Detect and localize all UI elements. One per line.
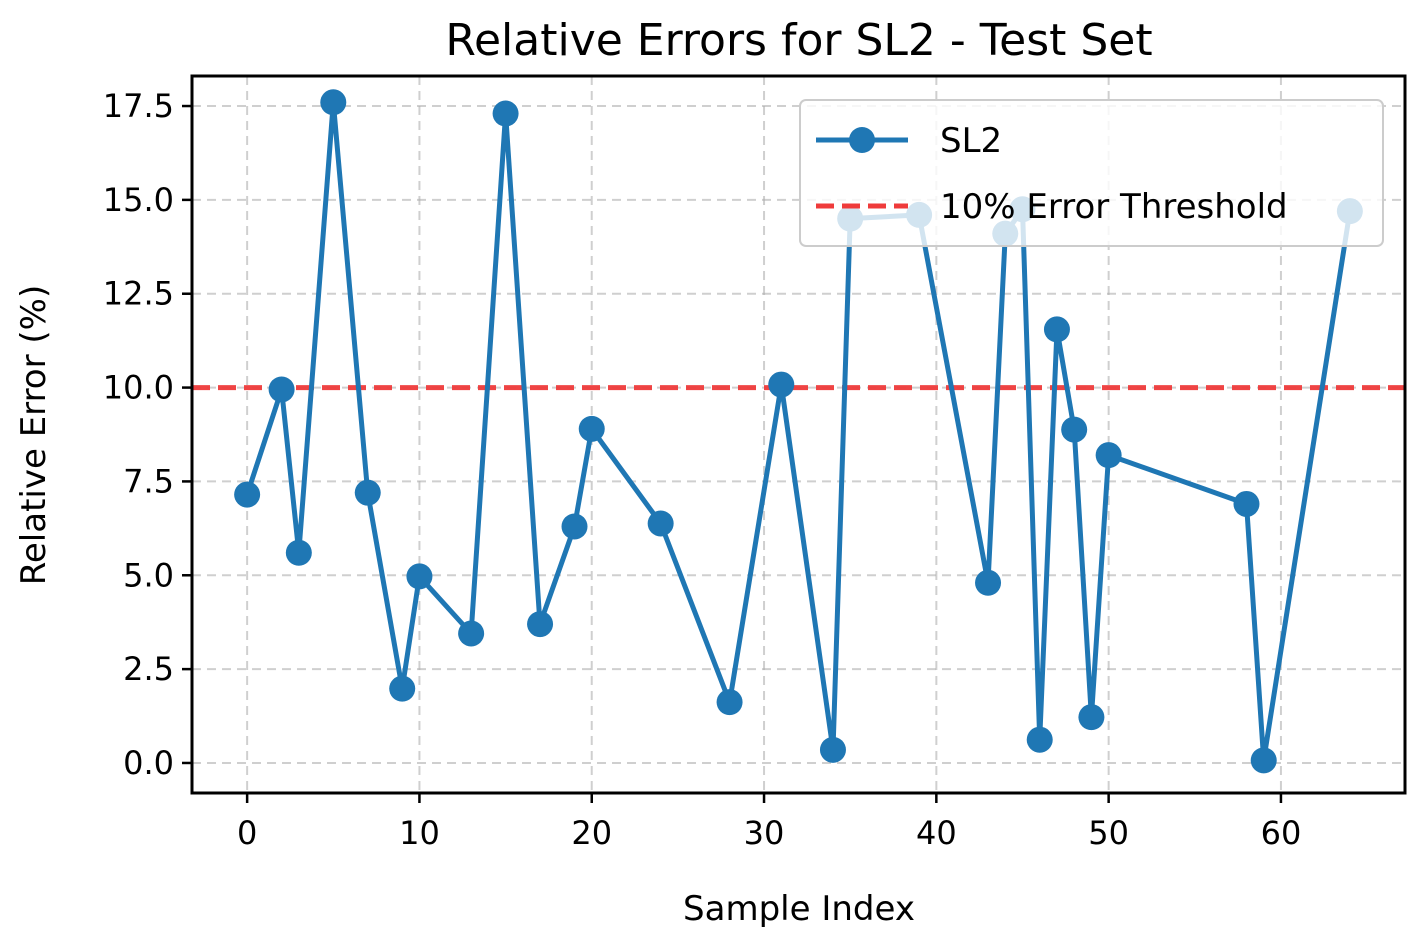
data-point [716, 689, 743, 716]
chart-title: Relative Errors for SL2 - Test Set [445, 15, 1152, 66]
data-point [458, 620, 485, 647]
legend-box [799, 99, 1384, 247]
data-point [234, 481, 261, 508]
plot-frame [190, 74, 1407, 795]
legend-series-marker [849, 127, 875, 153]
legend-threshold-label: 10% Error Threshold [940, 187, 1288, 227]
data-point [819, 736, 846, 763]
data-point [1095, 442, 1122, 469]
data-point [492, 100, 519, 127]
y-tick-label: 12.5 [103, 275, 174, 313]
data-point [1250, 747, 1277, 774]
data-point [768, 371, 795, 398]
y-tick-label: 17.5 [103, 87, 174, 125]
y-tick-label: 2.5 [123, 650, 174, 688]
data-point [285, 539, 312, 566]
y-axis-label: Relative Error (%) [14, 285, 54, 585]
y-tick-label: 7.5 [123, 462, 174, 500]
x-tick-label: 10 [399, 814, 440, 852]
data-point [354, 479, 381, 506]
data-point [1043, 316, 1070, 343]
data-point [320, 89, 347, 116]
data-point [527, 611, 554, 638]
x-axis-label: Sample Index [683, 889, 915, 929]
data-point [1061, 416, 1088, 443]
data-point [975, 569, 1002, 596]
data-point [561, 513, 588, 540]
x-tick-label: 30 [744, 814, 785, 852]
y-tick-label: 15.0 [103, 181, 174, 219]
y-tick-label: 5.0 [123, 556, 174, 594]
data-point [406, 563, 433, 590]
data-point [389, 675, 416, 702]
data-point [1233, 490, 1260, 517]
x-tick-label: 50 [1088, 814, 1129, 852]
data-point [647, 510, 674, 537]
data-point [578, 415, 605, 442]
axis-ticks: 0 10 20 30 40 50 60 0.0 2.5 5.0 7.5 10.0 12.5 15.0 17.… [103, 87, 1302, 852]
y-tick-label: 0.0 [123, 744, 174, 782]
data-point [1078, 704, 1105, 731]
data-point [1026, 726, 1053, 753]
data-point [268, 376, 295, 403]
legend-series-label: SL2 [940, 121, 1002, 161]
x-tick-label: 0 [237, 814, 257, 852]
x-tick-label: 20 [571, 814, 612, 852]
y-tick-label: 10.0 [103, 369, 174, 407]
legend: SL2 10% Error Threshold [799, 99, 1384, 247]
x-tick-label: 60 [1261, 814, 1302, 852]
x-tick-label: 40 [916, 814, 957, 852]
